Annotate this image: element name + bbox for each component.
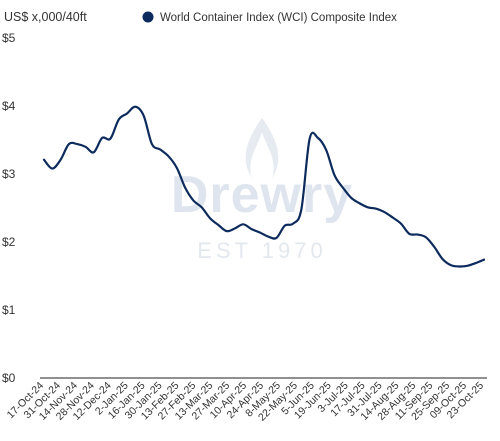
watermark-tagline: EST 1970 [197, 238, 326, 263]
y-tick-label: $5 [2, 31, 16, 45]
legend-label: World Container Index (WCI) Composite In… [160, 12, 397, 24]
y-tick-label: $1 [2, 303, 16, 317]
legend-marker [142, 11, 154, 23]
y-axis-ticks: $0 $1 $2 $3 $4 $5 [2, 31, 16, 385]
drewry-watermark: Drewry EST 1970 [171, 118, 353, 263]
x-axis-ticks: 17-Oct-2431-Oct-2414-Nov-2428-Nov-2412-D… [5, 380, 487, 424]
y-axis-unit-label: US$ x,000/40ft [4, 10, 87, 24]
wci-series-line [42, 105, 486, 268]
y-tick-label: $3 [2, 167, 16, 181]
y-tick-label: $4 [2, 99, 16, 113]
watermark-brand: Drewry [171, 166, 353, 224]
y-tick-label: $0 [2, 371, 16, 385]
flame-logo-icon [245, 118, 279, 178]
y-tick-label: $2 [2, 235, 16, 249]
